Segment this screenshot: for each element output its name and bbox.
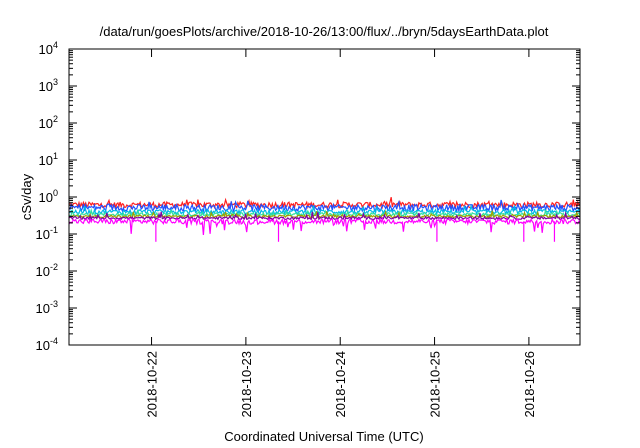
- y-tick-label: 103: [39, 77, 58, 94]
- x-axis: 2018-10-22 2018-10-23 2018-10-24 2018-10-25…: [145, 49, 537, 418]
- y-tick-label: 101: [39, 151, 58, 168]
- y-axis: 10-4 10-3 10-2 10-1 100 101 102 103 104: [36, 40, 580, 353]
- x-axis-label: Coordinated Universal Time (UTC): [224, 429, 423, 444]
- x-tick-label: 2018-10-23: [239, 351, 254, 418]
- y-tick-label: 100: [39, 188, 58, 205]
- series-line: [68, 216, 581, 235]
- y-tick-label: 10-4: [36, 336, 58, 353]
- series-line: [68, 199, 581, 214]
- y-axis-label: cSv/day: [19, 173, 34, 220]
- y-tick-label: 10-1: [36, 225, 58, 242]
- y-tick-label: 10-2: [36, 262, 58, 279]
- plot-frame: [68, 48, 581, 346]
- y-tick-label: 104: [39, 40, 58, 57]
- x-tick-label: 2018-10-26: [522, 351, 537, 418]
- x-tick-label: 2018-10-24: [333, 351, 348, 418]
- x-tick-label: 2018-10-25: [428, 351, 443, 418]
- y-tick-label: 10-3: [36, 299, 58, 316]
- chart-title: /data/run/goesPlots/archive/2018-10-26/1…: [100, 24, 549, 39]
- series-line: [69, 211, 581, 221]
- y-tick-label: 102: [39, 114, 58, 131]
- x-tick-label: 2018-10-22: [145, 351, 160, 418]
- series-line: [68, 209, 581, 220]
- plot-series-group: [68, 197, 581, 242]
